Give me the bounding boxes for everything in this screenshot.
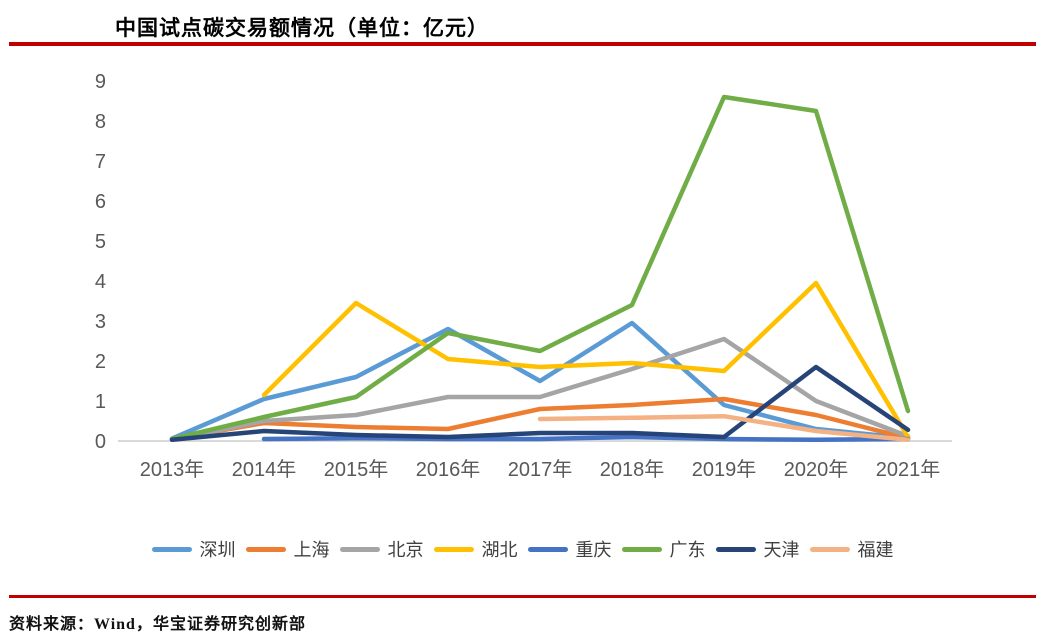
chart-legend: 深圳 上海 北京 湖北 重庆 广东 天津 福建	[0, 536, 1045, 562]
series-line-上海	[169, 396, 911, 442]
y-tick-label: 4	[95, 271, 106, 293]
y-tick-label: 5	[95, 231, 106, 253]
legend-item: 福建	[809, 536, 894, 562]
series-line-天津	[169, 364, 911, 443]
legend-label: 深圳	[199, 540, 236, 560]
legend-swatch-icon	[339, 546, 380, 552]
y-tick-label: 6	[95, 191, 106, 213]
legend-label: 北京	[387, 540, 424, 560]
legend-label: 广东	[669, 540, 706, 560]
top-red-rule	[9, 42, 1036, 46]
legend-item: 深圳	[151, 536, 236, 562]
legend-swatch-icon	[527, 546, 568, 552]
y-tick-label: 9	[95, 71, 106, 93]
legend-swatch-icon	[621, 546, 662, 552]
legend-label: 湖北	[481, 540, 518, 560]
x-tick-label: 2015年	[324, 458, 389, 481]
series-line-湖北	[261, 280, 911, 440]
x-tick-label: 2016年	[416, 458, 481, 481]
x-tick-label: 2020年	[784, 458, 849, 481]
x-tick-label: 2017年	[508, 458, 573, 481]
legend-item: 上海	[245, 536, 330, 562]
y-tick-label: 7	[95, 151, 106, 173]
y-tick-label: 3	[95, 311, 106, 333]
source-note: 资料来源：Wind，华宝证券研究创新部	[9, 616, 306, 633]
legend-swatch-icon	[715, 546, 756, 552]
x-tick-label: 2019年	[692, 458, 757, 481]
legend-item: 北京	[339, 536, 424, 562]
x-tick-label: 2014年	[232, 458, 297, 481]
legend-label: 重庆	[575, 540, 612, 560]
y-tick-label: 8	[95, 111, 106, 133]
x-tick-label: 2013年	[140, 458, 205, 481]
x-tick-label: 2018年	[600, 458, 665, 481]
legend-swatch-icon	[151, 546, 192, 552]
legend-label: 福建	[857, 540, 894, 560]
bottom-red-rule	[9, 595, 1036, 598]
legend-item: 重庆	[527, 536, 612, 562]
line-chart: 0 1 2 3 4 5 6 7 8 9 2013年 2014年 2015年 2016年 2017年 2018年…	[95, 71, 952, 481]
chart-title: 中国试点碳交易额情况（单位：亿元）	[115, 16, 489, 40]
legend-swatch-icon	[809, 546, 850, 552]
legend-swatch-icon	[245, 546, 286, 552]
legend-swatch-icon	[433, 546, 474, 552]
series-line-深圳	[169, 320, 911, 441]
series-line-北京	[169, 336, 911, 443]
legend-label: 天津	[763, 540, 800, 560]
y-tick-label: 1	[95, 391, 106, 413]
series-line-福建	[537, 413, 911, 443]
legend-item: 天津	[715, 536, 800, 562]
x-tick-label: 2021年	[876, 458, 941, 481]
legend-item: 广东	[621, 536, 706, 562]
series-line-广东	[169, 94, 911, 442]
y-tick-label: 0	[95, 431, 106, 453]
y-tick-label: 2	[95, 351, 106, 373]
legend-item: 湖北	[433, 536, 518, 562]
legend-label: 上海	[293, 540, 330, 560]
series-line-重庆	[261, 434, 911, 443]
